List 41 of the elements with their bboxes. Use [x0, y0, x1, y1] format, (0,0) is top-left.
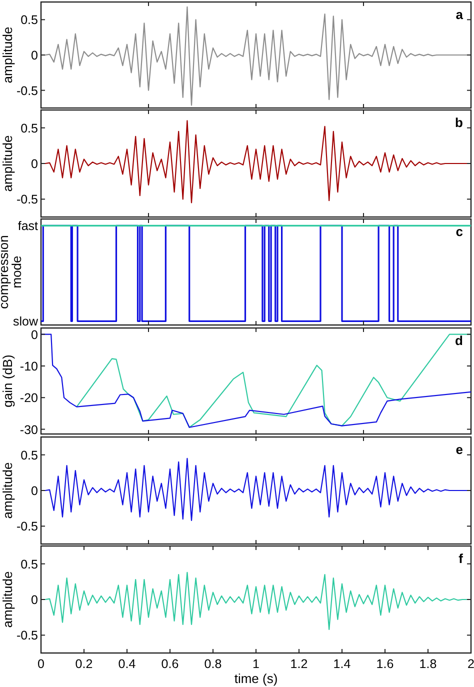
x-tick-label: 0.6 [161, 657, 179, 671]
y-tick-label: -0.5 [16, 628, 38, 643]
annotation: d [455, 333, 464, 348]
y-tick-label: 0.5 [20, 448, 38, 462]
y-tick-label: 0 [31, 48, 38, 62]
x-tick-label: 0.8 [204, 657, 222, 671]
annotation: c [456, 224, 463, 239]
y-tick-label: 0 [31, 328, 38, 342]
text: slow [12, 314, 39, 329]
annotation: a [456, 7, 464, 22]
y-tick-label: 0 [31, 593, 38, 607]
y-tick-label: 0.5 [20, 557, 38, 572]
x-tick-label: 1.2 [290, 657, 308, 671]
y-tick-label: 0 [31, 484, 38, 498]
y-axis-title: gain (dB) [0, 354, 15, 408]
y-tick-label: 0 [31, 157, 38, 171]
y-tick-label: 0.5 [20, 13, 38, 28]
y-tick-label: -10 [20, 359, 38, 374]
y-axis-title: compression mode [0, 235, 24, 309]
annotation: b [455, 115, 464, 130]
y-tick-label: -0.5 [16, 192, 38, 207]
y-axis-title: amplitude [0, 571, 15, 628]
x-tick-label: 1.6 [376, 657, 394, 671]
x-tick-label: 1.8 [419, 657, 437, 671]
x-tick-label: 2 [468, 657, 474, 671]
annotation: f [458, 551, 464, 566]
x-tick-label: 0.4 [118, 657, 136, 671]
y-tick-label: -0.5 [16, 84, 38, 98]
x-axis-title: time (s) [234, 671, 278, 686]
x-tick-label: 1.4 [333, 657, 351, 671]
y-tick-label: 0.5 [20, 121, 38, 136]
y-tick-label: -20 [20, 391, 38, 406]
text: fast [18, 219, 39, 234]
annotation: e [456, 442, 463, 457]
x-tick-label: 0.2 [75, 657, 93, 671]
y-tick-label: -30 [20, 422, 38, 437]
y-axis-title: amplitude [0, 462, 15, 519]
x-tick-label: 1 [252, 657, 260, 671]
y-axis-title: amplitude [0, 26, 15, 84]
y-tick-label: -0.5 [16, 520, 38, 534]
y-axis-title: amplitude [0, 135, 15, 192]
